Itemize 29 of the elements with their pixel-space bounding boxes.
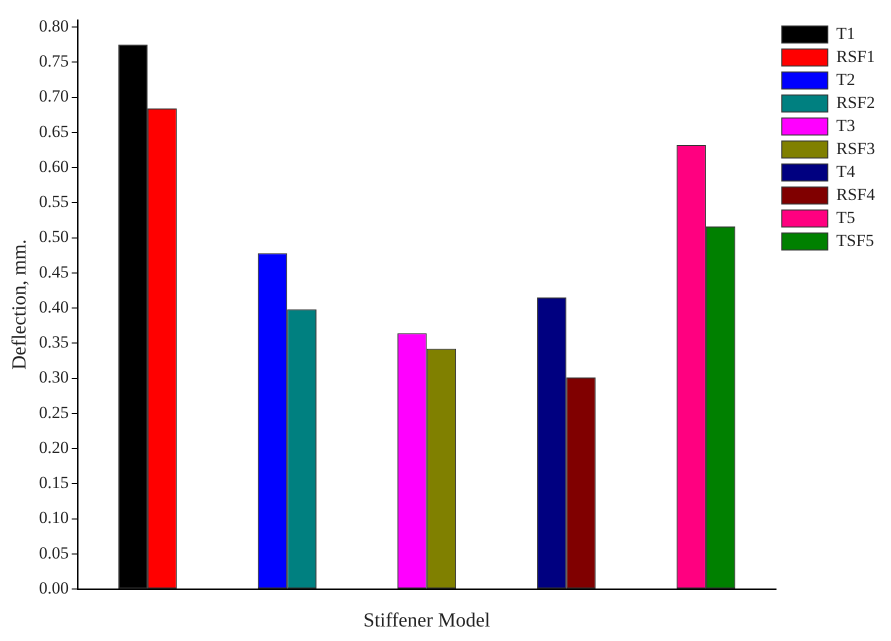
y-tick-label: 0.10 (39, 508, 69, 528)
legend-label: TSF5 (836, 230, 874, 250)
y-tick-label: 0.40 (39, 297, 69, 316)
y-tick-label: 0.05 (39, 543, 69, 562)
legend-label: T1 (836, 24, 856, 43)
legend-label: T3 (836, 116, 856, 135)
y-tick-label: 0.30 (39, 368, 69, 387)
legend-label: RSF3 (836, 138, 875, 158)
y-tick-label: 0.00 (39, 578, 69, 598)
y-tick-label: 0.15 (39, 473, 69, 492)
legend-label: RSF1 (836, 46, 875, 66)
legend-label: T4 (836, 162, 856, 181)
legend-label: T2 (836, 70, 856, 89)
y-axis-title: Deflection, mm. (8, 239, 30, 370)
y-tick-label: 0.65 (39, 122, 69, 141)
y-tick-label: 0.55 (39, 192, 69, 212)
legend-label: T5 (836, 208, 856, 227)
legend-label: RSF4 (836, 184, 876, 204)
y-tick-label: 0.70 (39, 86, 69, 106)
y-tick-label: 0.45 (39, 262, 69, 282)
y-tick-label: 0.25 (39, 402, 69, 422)
legend-label: RSF2 (836, 92, 875, 112)
y-tick-label: 0.80 (39, 16, 69, 36)
y-tick-label: 0.20 (39, 438, 69, 457)
y-tick-label: 0.75 (39, 52, 69, 71)
y-tick-label: 0.35 (39, 332, 69, 352)
x-axis-title: Stiffener Model (363, 609, 491, 632)
y-tick-label: 0.60 (39, 156, 69, 176)
y-tick-label: 0.50 (39, 227, 69, 246)
